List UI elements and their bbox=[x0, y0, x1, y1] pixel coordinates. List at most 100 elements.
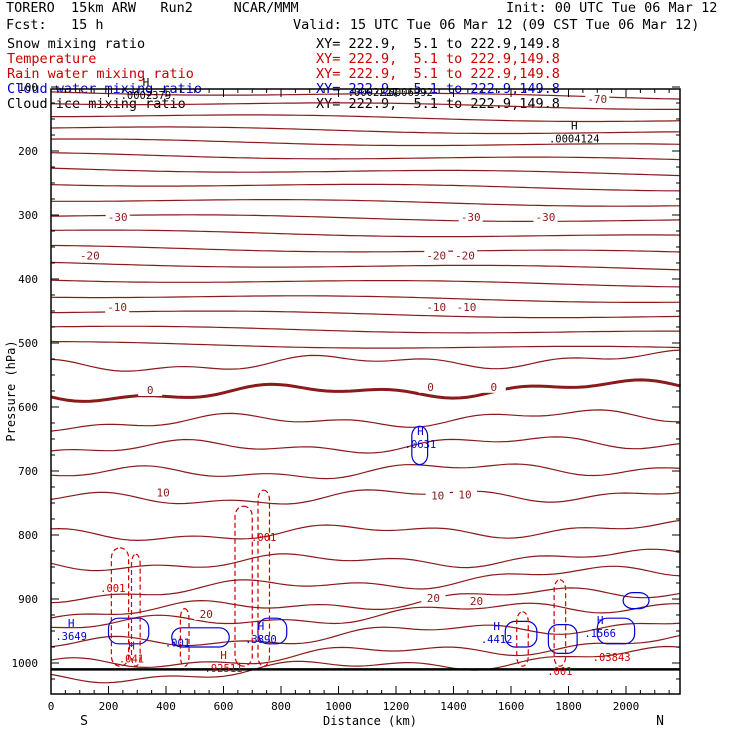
y-tick-label: 600 bbox=[18, 401, 38, 414]
temperature-isotherm bbox=[50, 587, 681, 619]
temperature-contours bbox=[50, 91, 681, 684]
legend-temperature-xy: XY= 222.9, 5.1 to 222.9,149.8 bbox=[316, 51, 560, 67]
x-tick-label: 800 bbox=[271, 700, 291, 713]
forecast-hour: Fcst: 15 h bbox=[6, 17, 104, 33]
temperature-isotherm bbox=[50, 463, 681, 480]
legend-rain-name: Rain water mixing ratio bbox=[7, 66, 194, 82]
isotherm-label-bg bbox=[453, 249, 477, 262]
endpoint-right-label: N bbox=[656, 714, 664, 729]
isotherm-label: 20 bbox=[200, 608, 213, 621]
isotherm-label: 0 bbox=[147, 384, 154, 397]
extremum-value: .3890 bbox=[245, 634, 277, 646]
temperature-isotherm bbox=[50, 634, 681, 669]
legend-snow-xy: XY= 222.9, 5.1 to 222.9,149.8 bbox=[316, 36, 560, 52]
x-tick-label: 2000 bbox=[613, 700, 640, 713]
isotherm-label-bg bbox=[585, 92, 610, 105]
extremum-marker: H bbox=[143, 76, 150, 89]
temperature-isotherm bbox=[50, 409, 681, 432]
hydrometeor-contour bbox=[234, 505, 253, 667]
extremum-value: .4412 bbox=[481, 634, 513, 646]
x-tick-label: 1600 bbox=[498, 700, 525, 713]
x-axis-label: Distance (km) bbox=[323, 714, 417, 728]
isotherm-label: 0 bbox=[427, 381, 434, 394]
isotherm-label: -20 bbox=[455, 250, 475, 263]
hydrometeor-contour bbox=[516, 611, 529, 667]
isotherm-label-bg bbox=[425, 489, 450, 502]
isotherm-label-bg bbox=[453, 488, 477, 501]
isotherm-label: 20 bbox=[427, 592, 440, 605]
isotherm-label: -20 bbox=[80, 250, 100, 263]
extremum-marker: H bbox=[493, 620, 500, 633]
temperature-isotherm bbox=[50, 349, 681, 372]
extremum-value: .001 bbox=[165, 637, 190, 649]
temperature-isotherm bbox=[50, 489, 681, 505]
temperature-isotherm bbox=[51, 310, 681, 319]
hydrometeor-contour bbox=[179, 607, 190, 667]
hydrometeor-contour bbox=[411, 425, 429, 466]
extremum-value: .001 bbox=[100, 583, 125, 595]
hydrometeor-contour bbox=[110, 547, 130, 667]
isotherm-label: -10 bbox=[107, 301, 127, 314]
x-tick-label: 1800 bbox=[555, 700, 582, 713]
extremum-marker: H bbox=[128, 639, 135, 652]
isotherm-label: 10 bbox=[157, 486, 170, 499]
isotherm-label: 10 bbox=[458, 488, 471, 501]
isotherm-label: -10 bbox=[457, 301, 477, 314]
y-tick-label: 300 bbox=[18, 209, 38, 222]
extremum-value: .001 bbox=[251, 532, 276, 544]
x-tick-label: 200 bbox=[99, 700, 119, 713]
x-tick-label: 400 bbox=[156, 700, 176, 713]
extremum-marker: H bbox=[220, 649, 227, 662]
isotherm-label: 20 bbox=[470, 595, 483, 608]
isotherm-label-bg bbox=[105, 211, 130, 224]
y-axis-label: Pressure (hPa) bbox=[4, 340, 18, 441]
isotherm-label-bg bbox=[105, 300, 130, 313]
y-tick-label: 800 bbox=[18, 529, 38, 542]
temperature-isotherm bbox=[51, 244, 681, 253]
y-tick-label: 400 bbox=[18, 273, 38, 286]
y-tick-label: 700 bbox=[18, 465, 38, 478]
hydrometeor-contour bbox=[596, 617, 636, 645]
temperature-isotherm bbox=[50, 183, 681, 192]
isotherm-label: 10 bbox=[431, 490, 444, 503]
extremum-marker: H bbox=[68, 617, 75, 630]
temperature-isotherm bbox=[50, 214, 681, 222]
temperature-isotherm bbox=[50, 126, 681, 135]
chart-labels: 0 200 400 600 800 1000 1200 1400 1600 1800 2000100… bbox=[12, 76, 640, 713]
extremum-marker: H bbox=[417, 425, 424, 438]
x-tick-label: 0 bbox=[48, 700, 55, 713]
model-title: TORERO 15km ARW Run2 NCAR/MMM bbox=[6, 0, 299, 16]
isotherm-label-bg bbox=[138, 384, 163, 396]
isotherm-label-bg bbox=[533, 211, 558, 224]
extremum-value: .1566 bbox=[584, 628, 616, 640]
temperature-isotherm bbox=[50, 436, 681, 454]
x-tick-label: 1000 bbox=[325, 700, 352, 713]
isotherm-label-bg bbox=[77, 249, 102, 262]
y-tick-label: 500 bbox=[18, 337, 38, 350]
valid-time: Valid: 15 UTC Tue 06 Mar 12 (09 CST Tue … bbox=[293, 17, 700, 33]
extremum-marker: H bbox=[597, 614, 604, 627]
y-tick-label: 200 bbox=[18, 145, 38, 158]
temperature-isotherm bbox=[51, 199, 681, 207]
temperature-isotherm bbox=[50, 325, 681, 334]
legend-snow-name: Snow mixing ratio bbox=[7, 36, 146, 52]
temperature-isotherm bbox=[50, 279, 681, 288]
isotherm-label-bg bbox=[421, 592, 446, 604]
temperature-isotherm bbox=[51, 114, 681, 123]
temperature-isotherm bbox=[50, 602, 681, 629]
isotherm-label-bg bbox=[481, 380, 506, 393]
isotherm-label-bg bbox=[424, 300, 449, 313]
isotherm-label-bg bbox=[464, 595, 489, 608]
temperature-isotherm bbox=[50, 565, 681, 604]
axis-ticks bbox=[50, 86, 680, 694]
hydrometeor-contour bbox=[547, 623, 578, 654]
legend-temperature-name: Temperature bbox=[7, 51, 97, 67]
temperature-isotherm bbox=[50, 295, 681, 303]
extremum-value: .001 bbox=[547, 666, 572, 678]
hydrometeor-contour bbox=[504, 620, 538, 648]
extremum-value: .3649 bbox=[55, 631, 87, 643]
extremum-value: .0002227 bbox=[348, 87, 399, 99]
isotherm-label-bg bbox=[418, 380, 443, 393]
isotherm-label-bg bbox=[458, 211, 483, 224]
extremum-marker: H bbox=[258, 620, 265, 633]
